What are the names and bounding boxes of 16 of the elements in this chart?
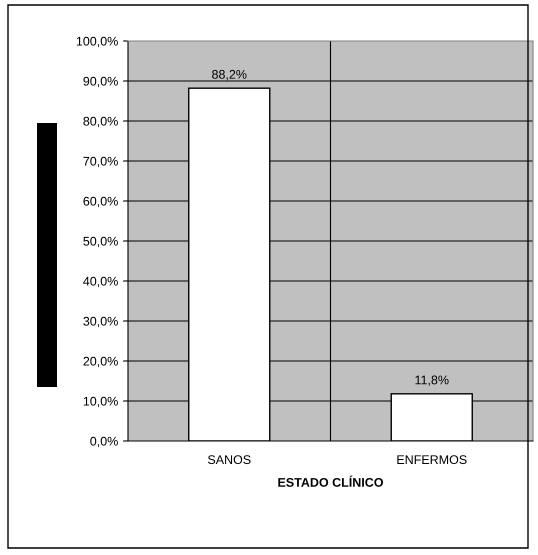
x-tick-label: ENFERMOS — [397, 455, 467, 464]
x-tick-label: SANOS — [208, 455, 251, 464]
data-label: 88,2% — [212, 70, 247, 80]
y-tick-label: 100,0% — [76, 36, 118, 48]
data-label: 11,8% — [415, 376, 449, 386]
y-tick-label: 70,0% — [83, 156, 118, 168]
y-tick-label: 80,0% — [83, 116, 118, 128]
y-tick-label: 0,0% — [90, 436, 118, 448]
y-tick-label: 10,0% — [84, 396, 118, 408]
y-tick-label: 40,0% — [83, 276, 118, 288]
y-tick-label: 20,0% — [83, 356, 118, 368]
y-tick-label: 30,0% — [83, 316, 118, 328]
y-tick-label: 60,0% — [83, 196, 118, 208]
y-tick-label: 90,0% — [83, 76, 118, 88]
y-tick-label: 50,0% — [83, 236, 118, 248]
x-axis-title: ESTADO CLÍNICO — [278, 476, 383, 487]
